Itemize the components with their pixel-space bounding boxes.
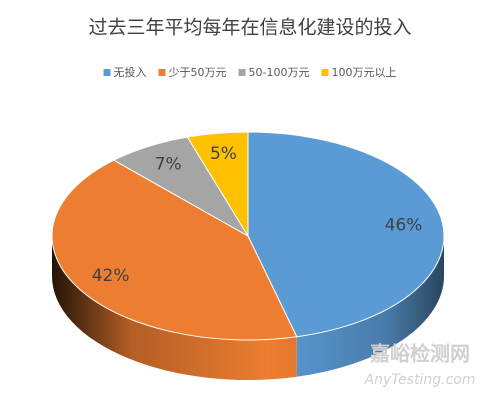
slice-side — [52, 236, 297, 380]
data-label: 7% — [155, 154, 182, 174]
legend-item: 少于50万元 — [158, 66, 227, 79]
watermark: 嘉峪检测网 — [369, 342, 470, 366]
data-label: 46% — [385, 216, 423, 236]
pie-tops — [51, 131, 445, 341]
legend: 无投入 少于50万元 50-100万元 100万元以上 — [103, 65, 396, 79]
legend-label: 无投入 — [114, 65, 147, 79]
data-label: 42% — [92, 266, 130, 286]
legend-item: 100万元以上 — [321, 66, 396, 79]
legend-swatch — [238, 69, 246, 76]
slice — [186, 131, 249, 238]
chart-title: 过去三年平均每年在信息化建设的投入 — [88, 17, 411, 39]
slice — [247, 131, 445, 338]
legend-swatch — [321, 69, 329, 76]
legend-label: 100万元以上 — [331, 66, 396, 79]
watermark-url: AnyTesting.com — [364, 372, 476, 388]
pie-sides — [52, 236, 444, 380]
legend-label: 50-100万元 — [249, 66, 310, 79]
data-label: 5% — [210, 144, 237, 164]
legend-swatch — [158, 69, 166, 76]
data-labels: 46% 42% 7% 5% — [92, 144, 423, 286]
slice-side — [296, 236, 444, 377]
legend-swatch — [103, 69, 111, 76]
legend-label: 少于50万元 — [169, 66, 227, 79]
legend-item: 50-100万元 — [238, 66, 310, 79]
legend-item: 无投入 — [103, 65, 147, 79]
slice — [51, 159, 298, 341]
